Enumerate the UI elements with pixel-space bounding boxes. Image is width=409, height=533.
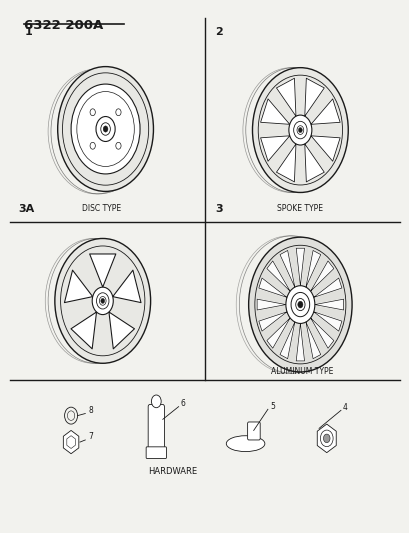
Text: 6322 200A: 6322 200A (25, 19, 103, 32)
Polygon shape (310, 318, 333, 348)
Text: 3: 3 (215, 204, 222, 214)
Polygon shape (305, 251, 320, 287)
Polygon shape (295, 248, 304, 286)
Circle shape (298, 127, 301, 133)
Polygon shape (276, 78, 295, 116)
Polygon shape (112, 270, 141, 303)
Polygon shape (310, 99, 339, 124)
Circle shape (296, 126, 303, 134)
Circle shape (285, 286, 314, 324)
Circle shape (252, 68, 347, 192)
Polygon shape (313, 278, 341, 297)
FancyBboxPatch shape (247, 422, 260, 440)
FancyBboxPatch shape (146, 447, 166, 458)
Polygon shape (295, 324, 304, 361)
Text: 6: 6 (180, 399, 185, 408)
Polygon shape (317, 424, 335, 453)
Text: 8: 8 (88, 406, 93, 415)
Polygon shape (109, 312, 134, 349)
Polygon shape (63, 431, 79, 454)
Polygon shape (258, 312, 286, 331)
Circle shape (288, 115, 311, 145)
Circle shape (151, 395, 161, 408)
Polygon shape (304, 144, 324, 182)
Circle shape (99, 296, 106, 305)
Circle shape (101, 123, 110, 135)
Polygon shape (276, 144, 295, 182)
Circle shape (71, 84, 140, 174)
Polygon shape (266, 261, 290, 291)
Polygon shape (310, 136, 339, 161)
Circle shape (101, 298, 104, 303)
Polygon shape (304, 78, 324, 116)
Polygon shape (71, 312, 96, 349)
Circle shape (103, 126, 108, 132)
Polygon shape (310, 261, 333, 291)
Circle shape (323, 434, 329, 442)
Polygon shape (90, 254, 116, 287)
Polygon shape (258, 278, 286, 297)
Circle shape (92, 287, 113, 314)
Text: 2: 2 (215, 28, 222, 37)
Polygon shape (313, 312, 341, 331)
Text: 1: 1 (25, 28, 32, 37)
Text: 7: 7 (88, 432, 93, 441)
Polygon shape (314, 299, 343, 310)
Circle shape (248, 237, 351, 372)
Text: 4: 4 (342, 402, 347, 411)
Polygon shape (305, 322, 320, 359)
Text: ALUMINUM TYPE: ALUMINUM TYPE (270, 367, 333, 376)
Circle shape (58, 67, 153, 191)
Polygon shape (266, 318, 290, 348)
Text: 3A: 3A (18, 204, 34, 214)
Text: 5: 5 (269, 401, 274, 410)
Polygon shape (256, 299, 285, 310)
Polygon shape (260, 136, 289, 161)
Text: SPOKE TYPE: SPOKE TYPE (277, 204, 323, 213)
Circle shape (297, 301, 302, 308)
Circle shape (295, 298, 304, 311)
Polygon shape (260, 99, 289, 124)
Text: HARDWARE: HARDWARE (148, 467, 197, 476)
Polygon shape (279, 322, 294, 359)
FancyBboxPatch shape (148, 405, 164, 451)
Polygon shape (64, 270, 92, 303)
Circle shape (55, 238, 150, 364)
Text: DISC TYPE: DISC TYPE (82, 204, 121, 213)
Polygon shape (67, 435, 75, 448)
Polygon shape (279, 251, 294, 287)
Ellipse shape (226, 435, 264, 451)
